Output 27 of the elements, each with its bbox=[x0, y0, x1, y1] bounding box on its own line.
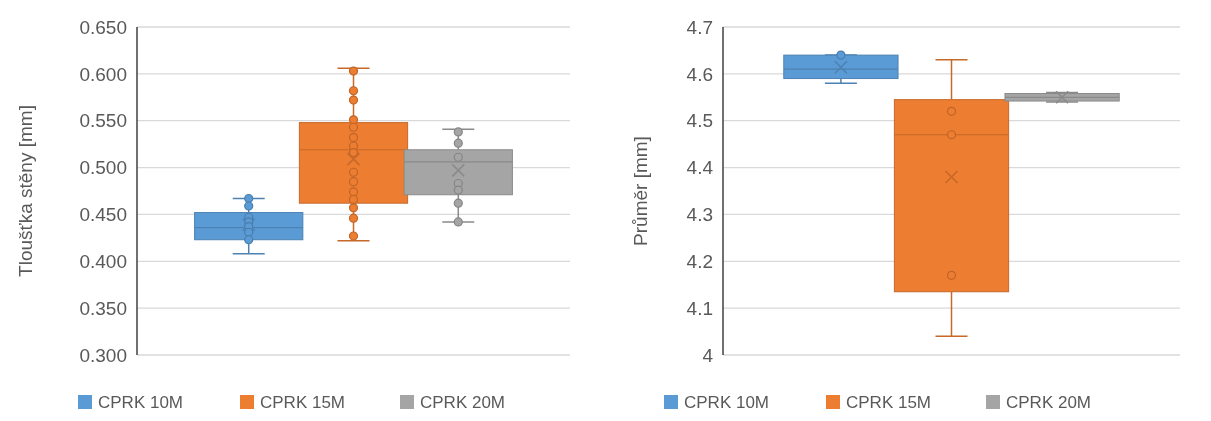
legend-label: CPRK 20M bbox=[420, 392, 506, 412]
y-tick-label: 4.4 bbox=[686, 157, 714, 179]
legend-label: CPRK 10M bbox=[98, 392, 184, 412]
point bbox=[946, 270, 957, 280]
legend-label: CPRK 15M bbox=[846, 392, 932, 412]
y-tick-label: 4.1 bbox=[686, 297, 713, 319]
y-tick-label: 4.2 bbox=[686, 250, 713, 272]
y-axis-title: Průměr [mm] bbox=[630, 136, 651, 246]
legend-label: CPRK 20M bbox=[1006, 392, 1092, 412]
legend-label: CPRK 10M bbox=[684, 392, 770, 412]
y-tick-label: 0.300 bbox=[79, 344, 127, 366]
legend-label: CPRK 15M bbox=[260, 392, 346, 412]
y-tick-label: 0.500 bbox=[79, 157, 127, 179]
y-tick-label: 0.450 bbox=[79, 204, 127, 226]
y-tick-label: 0.600 bbox=[79, 63, 127, 85]
y-tick-label: 4.6 bbox=[686, 63, 713, 85]
y-tick-label: 0.350 bbox=[79, 297, 127, 319]
y-tick-label: 0.650 bbox=[79, 16, 127, 38]
y-tick-label: 4.7 bbox=[686, 16, 713, 38]
point bbox=[946, 106, 957, 116]
point bbox=[946, 130, 957, 140]
y-tick-label: 4 bbox=[702, 344, 714, 366]
y-tick-label: 0.400 bbox=[79, 250, 127, 272]
y-tick-label: 0.550 bbox=[79, 110, 127, 132]
y-tick-label: 4.5 bbox=[686, 110, 713, 132]
y-axis-title: Tloušťka stěny [mm] bbox=[15, 105, 36, 277]
y-tick-label: 4.3 bbox=[686, 204, 713, 226]
